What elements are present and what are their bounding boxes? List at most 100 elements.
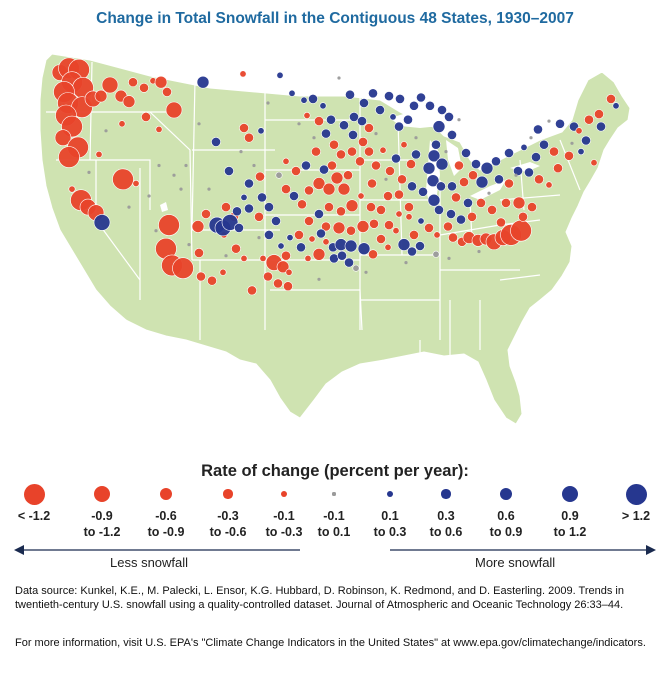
- station-marker-decrease: [564, 150, 574, 161]
- station-marker-decrease: [297, 199, 307, 210]
- station-marker-neutral: [266, 101, 270, 105]
- station-marker-decrease: [397, 174, 407, 185]
- legend-symbol-decrease: [280, 490, 288, 498]
- station-marker-neutral: [374, 132, 378, 136]
- station-marker-neutral: [184, 163, 188, 168]
- station-marker-increase: [389, 113, 397, 121]
- station-marker-increase: [375, 105, 385, 115]
- station-marker-increase: [316, 228, 326, 239]
- station-marker-increase: [301, 160, 311, 171]
- station-marker-increase: [427, 193, 441, 207]
- station-marker-decrease: [476, 197, 486, 208]
- station-marker-decrease: [376, 204, 386, 215]
- station-marker-increase: [286, 234, 294, 242]
- station-marker-increase: [349, 112, 359, 122]
- station-marker-increase: [446, 209, 456, 219]
- station-marker-neutral: [157, 163, 161, 168]
- station-marker-neutral: [275, 171, 283, 179]
- station-marker-decrease: [510, 219, 532, 242]
- station-marker-decrease: [312, 248, 326, 261]
- legend-symbol-decrease: [23, 483, 45, 505]
- station-marker-increase: [264, 229, 274, 240]
- station-marker-decrease: [303, 112, 311, 120]
- station-marker-increase: [471, 159, 481, 169]
- station-marker-neutral: [127, 205, 131, 209]
- station-marker-decrease: [240, 254, 248, 262]
- station-marker-increase: [357, 242, 371, 255]
- station-marker-increase: [407, 246, 417, 257]
- station-marker-decrease: [385, 166, 395, 176]
- station-marker-neutral: [87, 170, 91, 174]
- station-marker-increase: [288, 89, 296, 97]
- station-marker-increase: [418, 186, 428, 197]
- station-marker-decrease: [294, 229, 304, 240]
- station-marker-decrease: [358, 136, 368, 147]
- station-marker-decrease: [312, 177, 326, 190]
- legend-symbol-decrease: [94, 486, 110, 502]
- station-marker-decrease: [553, 163, 563, 174]
- station-marker-increase: [211, 136, 221, 147]
- station-marker-decrease: [545, 181, 553, 189]
- station-marker-decrease: [332, 221, 346, 235]
- legend-symbol-increase: [441, 489, 451, 499]
- station-marker-increase: [437, 105, 447, 115]
- legend-label: -0.9 to -1.2: [83, 509, 121, 539]
- station-marker-neutral: [239, 150, 243, 154]
- station-marker-decrease: [221, 202, 231, 212]
- station-marker-increase: [314, 209, 324, 219]
- station-marker-increase: [461, 148, 471, 158]
- station-marker-decrease: [404, 202, 414, 212]
- legend-symbol-increase: [562, 486, 578, 502]
- station-marker-neutral: [444, 150, 448, 154]
- station-marker-decrease: [364, 123, 374, 133]
- station-marker-decrease: [314, 116, 324, 126]
- station-marker-decrease: [454, 160, 464, 171]
- station-marker-increase: [368, 88, 378, 99]
- station-marker-neutral: [337, 76, 341, 80]
- station-marker-decrease: [94, 89, 108, 103]
- station-marker-decrease: [239, 70, 247, 78]
- station-marker-decrease: [273, 278, 283, 289]
- station-marker-increase: [403, 114, 413, 125]
- station-marker-decrease: [433, 231, 441, 239]
- station-marker-decrease: [575, 127, 583, 135]
- station-marker-increase: [357, 116, 367, 126]
- great-salt-lake: [160, 202, 168, 212]
- station-marker-increase: [359, 98, 369, 108]
- station-marker-decrease: [384, 220, 394, 230]
- more-snowfall-arrow: [390, 545, 656, 555]
- station-marker-decrease: [162, 87, 172, 97]
- station-marker-decrease: [504, 178, 514, 189]
- station-marker-decrease: [255, 171, 265, 182]
- station-marker-increase: [344, 239, 358, 253]
- station-marker-increase: [384, 91, 394, 101]
- station-marker-decrease: [343, 170, 353, 181]
- legend-symbol-increase: [625, 483, 647, 505]
- us-map: [39, 53, 631, 425]
- station-marker-decrease: [321, 221, 331, 232]
- station-marker-decrease: [311, 146, 321, 157]
- station-marker-increase: [244, 178, 254, 189]
- station-marker-decrease: [409, 229, 419, 240]
- station-marker-increase: [491, 156, 501, 167]
- station-marker-decrease: [285, 268, 293, 276]
- station-marker-decrease: [392, 227, 400, 235]
- station-marker-increase: [296, 242, 306, 253]
- legend-symbol-decrease: [223, 489, 233, 499]
- station-marker-decrease: [383, 191, 393, 201]
- station-marker-decrease: [512, 196, 526, 210]
- station-marker-increase: [555, 118, 565, 129]
- station-marker-neutral: [179, 187, 183, 191]
- station-marker-decrease: [357, 192, 365, 200]
- station-marker-increase: [337, 250, 347, 261]
- station-marker-decrease: [345, 199, 359, 212]
- contiguous-us-land: [39, 53, 631, 425]
- station-marker-decrease: [132, 180, 140, 188]
- station-marker-decrease: [244, 132, 254, 143]
- station-marker-decrease: [58, 146, 80, 168]
- station-marker-decrease: [364, 146, 374, 157]
- station-marker-increase: [264, 202, 274, 212]
- legend-label: > 1.2: [621, 509, 651, 523]
- station-marker-neutral: [414, 136, 418, 140]
- station-marker-decrease: [68, 185, 76, 193]
